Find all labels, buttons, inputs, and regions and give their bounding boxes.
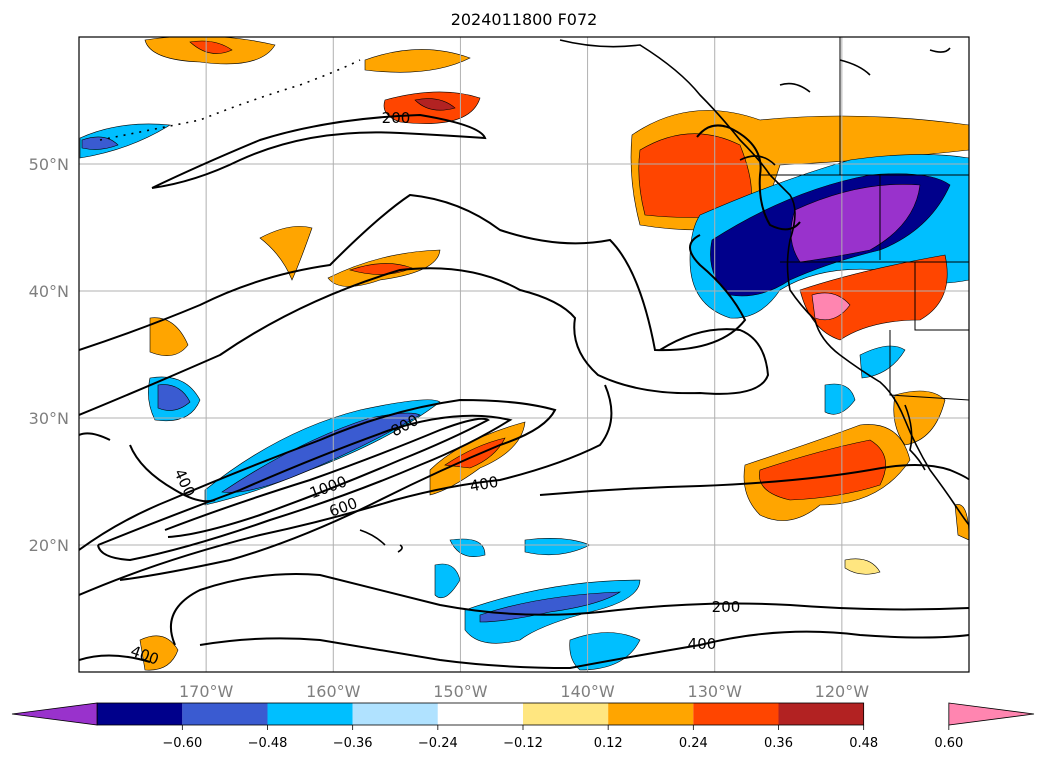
contour-line <box>539 464 969 496</box>
shade-orange <box>364 49 471 73</box>
colorbar-tick-label: −0.12 <box>503 736 543 751</box>
state-borders <box>780 37 969 401</box>
colorbar-segment <box>437 703 523 725</box>
contour-line <box>79 630 969 670</box>
shade-blue <box>449 538 486 557</box>
contour-label: 400 <box>468 473 499 496</box>
lon-tick-label: 160°W <box>306 682 361 701</box>
colorbar-tick-label: 0.60 <box>934 736 963 751</box>
shade-blue <box>824 383 856 415</box>
shade-orange <box>954 504 969 541</box>
shade-pink <box>811 292 851 321</box>
map-area <box>79 37 969 672</box>
contour-label: 200 <box>382 109 411 127</box>
contour-line <box>79 398 557 581</box>
colorbar-frame <box>96 702 865 726</box>
contour-line <box>79 267 770 416</box>
lon-tick-label: 120°W <box>815 682 870 701</box>
baja-peninsula <box>904 404 926 471</box>
shade-mid-blue <box>157 384 191 411</box>
colorbar-segment <box>182 703 268 725</box>
lon-tick-label: 150°W <box>433 682 488 701</box>
shade-mid-blue <box>221 412 421 493</box>
colorbar-tick-label: 0.48 <box>849 736 878 751</box>
contour-line <box>170 573 969 646</box>
contour-line <box>151 113 487 189</box>
colorbar-tick-label: 0.36 <box>764 736 793 751</box>
contour-line <box>79 193 747 352</box>
shade-red <box>189 40 233 54</box>
lat-tick-label: 30°N <box>29 409 69 428</box>
aleutian-islands <box>99 59 361 141</box>
contour-line <box>79 432 216 503</box>
colorbar-segment <box>693 703 779 725</box>
colorbar: −0.60 −0.48 −0.36 −0.24 −0.12 0.12 0.24 0.36 0.4… <box>11 702 1035 751</box>
colorbar-tick-label: −0.24 <box>418 736 458 751</box>
lon-tick-label: 170°W <box>179 682 234 701</box>
colorbar-segment <box>608 703 694 725</box>
colorbar-tick-label: 0.12 <box>594 736 623 751</box>
shade-blue <box>859 345 906 379</box>
lat-tick-label: 20°N <box>29 536 69 555</box>
longitude-ticks: 170°W 160°W 150°W 140°W 130°W 120°W <box>179 682 869 701</box>
lat-tick-label: 40°N <box>29 282 69 301</box>
shade-orange <box>259 226 313 281</box>
shade-yellow <box>844 558 881 575</box>
shade-mid-blue <box>81 136 119 150</box>
coastlines <box>99 39 969 553</box>
hawaiian-islands <box>359 529 403 553</box>
contour-label: 400 <box>688 635 717 653</box>
colorbar-segment <box>523 703 609 725</box>
shade-darkred <box>414 98 456 111</box>
contour-line <box>97 414 513 562</box>
west-coast <box>559 39 969 526</box>
colorbar-tick-label: −0.36 <box>333 736 373 751</box>
contour-label: 200 <box>712 598 741 616</box>
colorbar-tick-label: 0.24 <box>679 736 708 751</box>
colorbar-extend-min <box>11 702 98 726</box>
latitude-ticks: 20°N 30°N 40°N 50°N <box>29 155 69 555</box>
gridlines <box>79 37 969 672</box>
colorbar-extend-max <box>948 702 1035 726</box>
figure-title: 2024011800 F072 <box>451 10 598 29</box>
inlets <box>779 47 951 93</box>
shade-blue <box>79 123 171 159</box>
contour-line <box>164 417 491 538</box>
lon-tick-label: 140°W <box>560 682 615 701</box>
shade-purple <box>790 184 921 263</box>
lat-tick-label: 50°N <box>29 155 69 174</box>
colorbar-segment <box>97 703 183 725</box>
colorbar-tick-label: −0.60 <box>162 736 202 751</box>
lon-tick-label: 130°W <box>688 682 743 701</box>
colorbar-segment <box>352 703 438 725</box>
shade-red <box>799 254 948 341</box>
contour-labels: 200 400 600 800 1000 400 400 200 400 <box>128 109 740 669</box>
colorbar-segment <box>778 703 864 725</box>
map-frame <box>78 36 970 673</box>
colorbar-segment <box>267 703 353 725</box>
colorbar-tick-label: −0.48 <box>248 736 288 751</box>
contour-lines <box>79 113 969 670</box>
contour-line <box>79 384 613 596</box>
shade-red <box>759 439 886 501</box>
borders <box>760 37 969 401</box>
vancouver-island <box>739 155 776 166</box>
